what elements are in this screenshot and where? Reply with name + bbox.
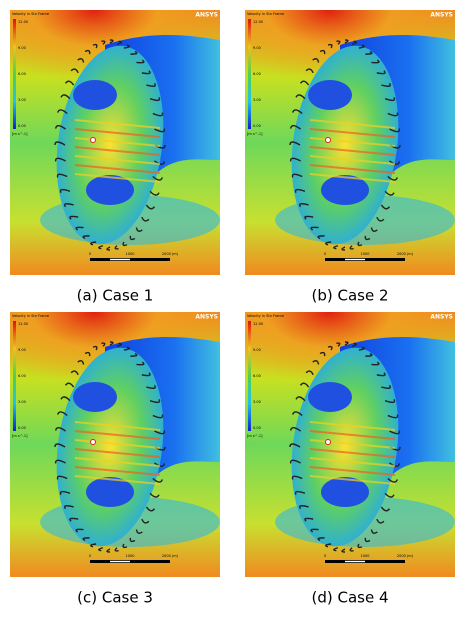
legend-unit: [m s^-1] bbox=[247, 132, 263, 136]
scale-label: 0 bbox=[324, 252, 326, 256]
brand: ANSYS bbox=[430, 12, 453, 19]
scale-label: 1000 bbox=[126, 554, 135, 558]
legend-bar bbox=[248, 19, 251, 129]
hub bbox=[326, 138, 331, 143]
legend-tick: 3.00 bbox=[253, 98, 261, 102]
hub bbox=[91, 138, 96, 143]
legend-tick: 12.00 bbox=[253, 20, 263, 24]
legend-tick: 3.00 bbox=[18, 400, 26, 404]
caption: (d) Case 4 bbox=[311, 589, 388, 607]
scale-label: 1000 bbox=[126, 252, 135, 256]
caption: (c) Case 3 bbox=[77, 589, 153, 607]
legend-tick: 6.00 bbox=[253, 374, 261, 378]
scale-label: 2000 (m) bbox=[162, 554, 179, 558]
figure: Velocity in Stn Frame 12.00 9.00 6.00 3.00 0.… bbox=[0, 0, 465, 614]
vortex-upper bbox=[308, 80, 352, 110]
scale-label: 0 bbox=[89, 252, 91, 256]
legend-title: Velocity in Stn Frame bbox=[12, 314, 49, 318]
scale-bar-gap bbox=[110, 561, 130, 562]
legend-tick: 9.00 bbox=[253, 46, 261, 50]
scale-label: 0 bbox=[324, 554, 326, 558]
vortex-upper bbox=[73, 80, 117, 110]
legend-title: Velocity in Stn Frame bbox=[247, 314, 284, 318]
scale-bar-gap bbox=[345, 561, 365, 562]
legend-tick: 6.00 bbox=[18, 72, 26, 76]
scale-bar-gap bbox=[345, 259, 365, 260]
scale-label: 0 bbox=[89, 554, 91, 558]
legend-tick: 3.00 bbox=[18, 98, 26, 102]
legend-tick: 12.00 bbox=[18, 20, 28, 24]
flow-field-image bbox=[245, 312, 455, 577]
legend-tick: 9.00 bbox=[18, 46, 26, 50]
legend-tick: 6.00 bbox=[18, 374, 26, 378]
hub bbox=[326, 440, 331, 445]
legend-bar bbox=[248, 321, 251, 431]
flow-field-image bbox=[10, 312, 220, 577]
scale-label: 1000 bbox=[361, 554, 370, 558]
flow-field-image bbox=[10, 10, 220, 275]
legend-unit: [m s^-1] bbox=[12, 132, 28, 136]
panel: Velocity in Stn Frame 12.00 9.00 6.00 3.00 0.… bbox=[245, 10, 455, 305]
legend-tick: 9.00 bbox=[253, 348, 261, 352]
panel: Velocity in Stn Frame 12.00 9.00 6.00 3.00 0.… bbox=[245, 312, 455, 607]
scale-label: 2000 (m) bbox=[397, 252, 414, 256]
legend-tick: 0.00 bbox=[18, 124, 26, 128]
scale-label: 1000 bbox=[361, 252, 370, 256]
scale-label: 2000 (m) bbox=[397, 554, 414, 558]
legend-tick: 0.00 bbox=[253, 426, 261, 430]
legend-tick: 3.00 bbox=[253, 400, 261, 404]
brand: ANSYS bbox=[195, 12, 218, 19]
caption: (b) Case 2 bbox=[311, 287, 388, 305]
legend-tick: 0.00 bbox=[253, 124, 261, 128]
legend-tick: 12.00 bbox=[18, 322, 28, 326]
legend-tick: 0.00 bbox=[18, 426, 26, 430]
flow-field-image bbox=[245, 10, 455, 275]
legend-unit: [m s^-1] bbox=[12, 434, 28, 438]
panel: Velocity in Stn Frame 12.00 9.00 6.00 3.00 0.… bbox=[10, 312, 220, 607]
scale-bar-gap bbox=[110, 259, 130, 260]
legend-title: Velocity in Stn Frame bbox=[247, 12, 284, 16]
brand: ANSYS bbox=[430, 314, 453, 321]
caption: (a) Case 1 bbox=[77, 287, 154, 305]
vortex-upper bbox=[308, 382, 352, 412]
legend-tick: 9.00 bbox=[18, 348, 26, 352]
legend-title: Velocity in Stn Frame bbox=[12, 12, 49, 16]
scale-label: 2000 (m) bbox=[162, 252, 179, 256]
legend-bar bbox=[13, 19, 16, 129]
hub bbox=[91, 440, 96, 445]
legend-tick: 12.00 bbox=[253, 322, 263, 326]
vortex-upper bbox=[73, 382, 117, 412]
panel: Velocity in Stn Frame 12.00 9.00 6.00 3.00 0.… bbox=[10, 10, 220, 305]
legend-tick: 6.00 bbox=[253, 72, 261, 76]
brand: ANSYS bbox=[195, 314, 218, 321]
legend-bar bbox=[13, 321, 16, 431]
legend-unit: [m s^-1] bbox=[247, 434, 263, 438]
